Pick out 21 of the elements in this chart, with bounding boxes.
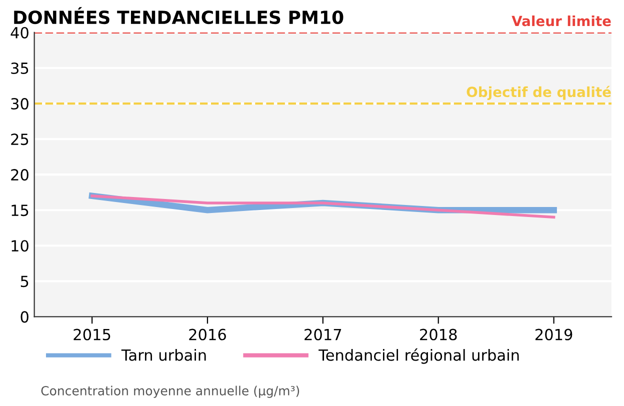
ref-line-label: Valeur limite (512, 15, 611, 26)
chart-title: DONNÉES TENDANCIELLES PM10 (14, 7, 344, 24)
y-tick-label: 35 (11, 62, 28, 74)
x-tick-label: 2016 (189, 328, 226, 340)
text: Concentration moyenne annuelle (µg/m³) (41, 386, 300, 398)
x-tick-label: 2018 (420, 328, 457, 340)
ref-line-label: Objectif de qualité (466, 86, 611, 100)
legend-label: Tarn urbain (121, 349, 206, 361)
y-tick-label: 5 (20, 276, 28, 288)
x-tick-label: 2017 (304, 328, 342, 340)
y-tick-label: 15 (12, 204, 28, 216)
y-tick-label: 0 (20, 311, 28, 323)
y-tick-label: 25 (11, 134, 28, 146)
y-tick-label: 20 (11, 169, 28, 181)
legend-label: Tendanciel régional urbain (318, 348, 519, 364)
x-tick-label: 2019 (535, 328, 572, 340)
x-tick-label: 2015 (74, 328, 110, 340)
line-series (90, 194, 556, 219)
y-tick-label: 10 (12, 240, 28, 252)
y-tick-label: 30 (11, 98, 28, 110)
y-tick-label: 40 (10, 26, 28, 38)
